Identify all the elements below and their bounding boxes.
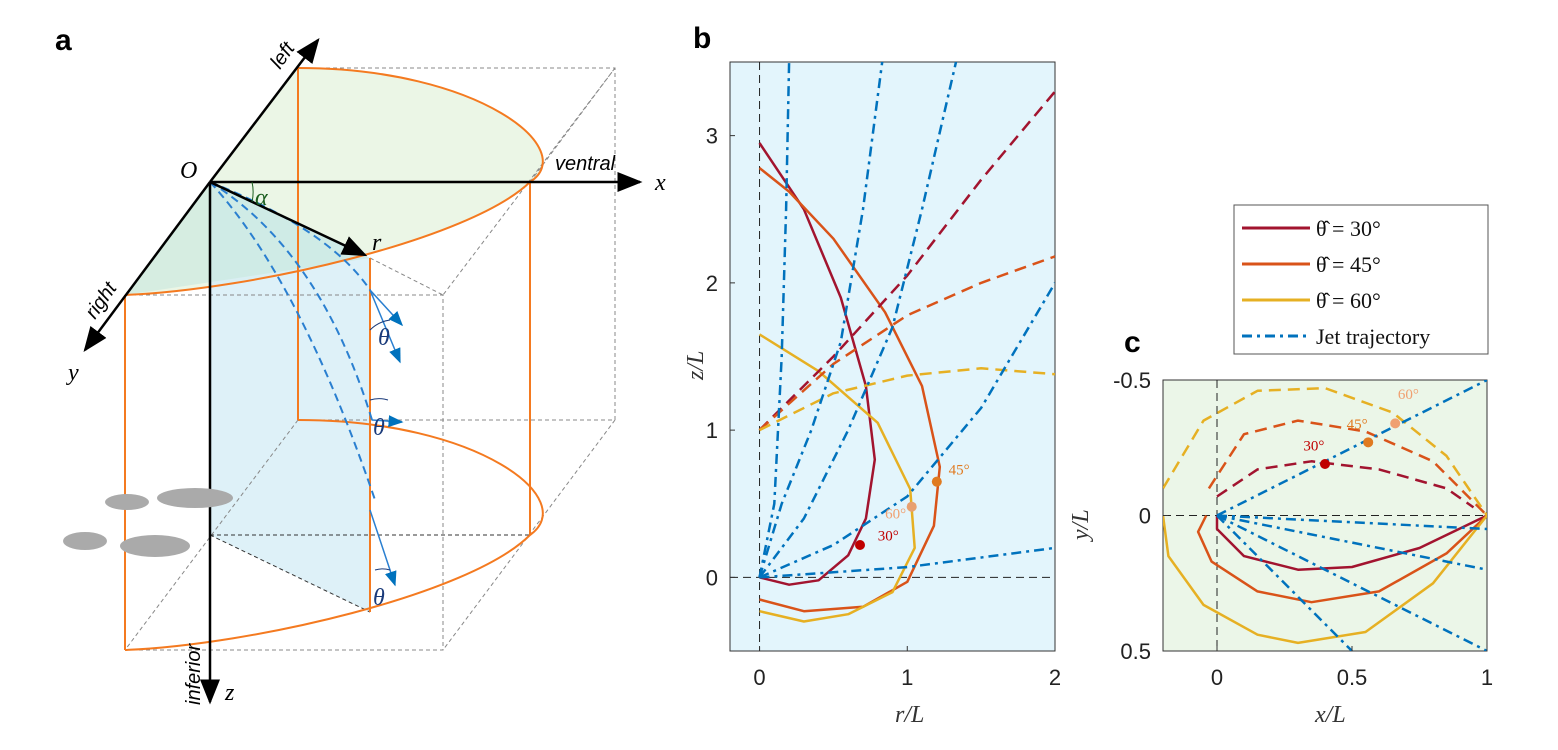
y-tick-label: 1 [706, 418, 718, 443]
series-line-b-9 [758, 282, 1055, 579]
alpha-label: α [255, 185, 268, 211]
y-tick-label: 0.5 [1120, 639, 1151, 664]
series-line-c-10 [1216, 514, 1353, 651]
y-tick-label: 3 [706, 124, 718, 149]
r-vector [209, 180, 368, 257]
x-tick-label: 2 [1049, 665, 1061, 690]
left-axis [209, 38, 320, 183]
right-label: right [81, 277, 122, 323]
ventral-label: ventral [555, 153, 616, 175]
theta-label-2: θ [373, 415, 385, 441]
series-line-b-3 [758, 90, 1055, 431]
plane [210, 182, 370, 612]
series-line-c-6 [1216, 380, 1487, 517]
angle-annotation: 45° [949, 462, 970, 478]
plot-b-xlabel: r/L [895, 702, 924, 728]
series-line-c-2 [1163, 514, 1487, 645]
angle-marker [1390, 418, 1401, 429]
y-axis-label: y [66, 360, 79, 386]
angle-annotation: 45° [1347, 417, 1368, 433]
legend-label: θ̂ = 60° [1316, 288, 1381, 313]
footprints [63, 488, 233, 557]
left-label: left [266, 37, 300, 73]
angle-marker [906, 501, 917, 512]
plot-c-ylabel: y/L [1068, 509, 1094, 542]
angle-marker [855, 539, 865, 550]
series-line-c-0 [1215, 514, 1487, 571]
x-tick-label: 1 [901, 665, 913, 690]
angle-annotation: 60° [1398, 387, 1419, 403]
legend-label: Jet trajectory [1316, 324, 1430, 349]
plot-c-xlabel: x/L [1314, 702, 1346, 728]
series-line-c-3 [1216, 460, 1475, 509]
y-axis [83, 181, 212, 353]
series-line-b-7 [758, 62, 884, 578]
y-tick-label: 0 [1139, 504, 1151, 529]
angle-annotation: 30° [878, 529, 899, 545]
plot-b-ylabel: z/L [683, 351, 709, 381]
r-label: r [372, 230, 382, 256]
theta-label-3: θ [373, 585, 385, 611]
series-line-b-6 [758, 62, 791, 578]
x-axis-label: x [654, 170, 666, 196]
x-tick-label: 0 [1211, 665, 1223, 690]
y-tick-label: -0.5 [1113, 368, 1151, 393]
series-line-b-5 [758, 367, 1055, 432]
x-tick-label: 0.5 [1337, 665, 1368, 690]
legend-label: θ̂ = 45° [1316, 252, 1381, 277]
plot-b-area [729, 61, 1056, 652]
angle-marker [931, 476, 942, 487]
angle-marker [1320, 459, 1330, 470]
series-line-b-2 [758, 333, 916, 623]
y-tick-label: 2 [706, 271, 718, 296]
angle-annotation: 60° [885, 506, 906, 522]
origin-label: O [180, 158, 197, 184]
panel-label-a: a [55, 24, 72, 57]
panel-label-b: b [693, 22, 711, 55]
panel-a-diagram: a [55, 24, 666, 706]
angle-marker [1363, 437, 1374, 448]
inferior-label: inferior [183, 643, 205, 705]
panel-label-c: c [1124, 326, 1141, 359]
series-line-b-0 [758, 142, 877, 586]
y-tick-label: 0 [706, 565, 718, 590]
x-tick-label: 0 [753, 665, 765, 690]
legend-label: θ̂ = 30° [1316, 216, 1381, 241]
x-tick-label: 1 [1481, 665, 1493, 690]
series-line-b-1 [758, 167, 942, 613]
theta-label-1: θ [378, 325, 390, 351]
angle-annotation: 30° [1303, 438, 1324, 454]
series-line-b-8 [758, 62, 958, 579]
series-line-c-5 [1163, 386, 1487, 517]
z-axis-label: z [224, 680, 235, 706]
plot-c-series: 30° 45° 60° [1163, 380, 1487, 651]
series-line-b-10 [759, 546, 1055, 579]
legend: θ̂ = 30° θ̂ = 45° θ̂ = 60° Jet trajectory [1233, 204, 1489, 355]
series-line-c-9 [1216, 514, 1487, 651]
series-line-c-4 [1207, 419, 1487, 517]
series-line-b-4 [758, 255, 1055, 432]
plot-b-series: 30° 60° 45° [730, 62, 1055, 651]
